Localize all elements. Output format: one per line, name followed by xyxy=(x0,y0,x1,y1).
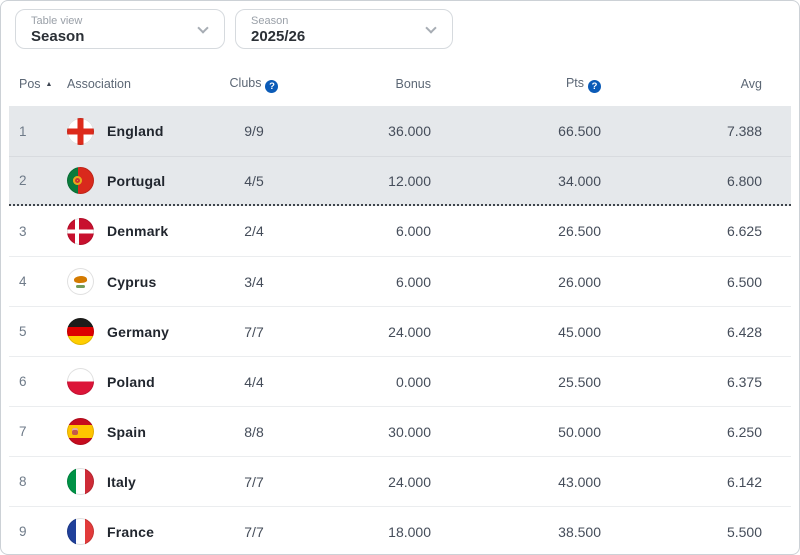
avg-value: 6.625 xyxy=(726,223,762,239)
chevron-down-icon xyxy=(197,22,209,34)
clubs-value: 7/7 xyxy=(244,323,264,340)
association-name: Italy xyxy=(107,473,137,490)
table-header: Pos ▲ Association Clubs? Bonus Pts? Avg xyxy=(9,62,791,106)
bonus-value: 6.000 xyxy=(395,273,431,290)
pts-value: 34.000 xyxy=(558,172,601,189)
clubs-value: 7/7 xyxy=(244,473,264,490)
position-value: 2 xyxy=(19,173,27,188)
filter-bar: Table view Season Season 2025/26 xyxy=(15,9,799,49)
column-header-association[interactable]: Association xyxy=(67,77,131,91)
season-label: Season xyxy=(251,15,289,27)
association-name: Germany xyxy=(107,323,170,340)
pts-help-icon[interactable]: ? xyxy=(588,79,601,93)
position-value: 8 xyxy=(19,474,27,489)
table-view-value: Season xyxy=(31,28,85,45)
italy-flag-icon xyxy=(67,468,94,495)
sort-ascending-icon: ▲ xyxy=(45,80,53,88)
association-name: France xyxy=(107,523,155,540)
bonus-value: 36.000 xyxy=(388,123,431,139)
clubs-value: 4/4 xyxy=(244,373,264,390)
column-header-avg[interactable]: Avg xyxy=(740,77,762,91)
france-flag-icon xyxy=(67,518,94,545)
cyprus-flag-icon xyxy=(67,268,94,295)
bonus-value: 30.000 xyxy=(388,423,431,440)
table-row[interactable]: 4 Cyprus 3/4 6.000 26.000 6.500 xyxy=(9,256,791,306)
table-body: 1 England 9/9 36.000 66.500 7.388 2 Port… xyxy=(9,106,791,554)
pts-value: 45.000 xyxy=(558,323,601,340)
pts-value: 25.500 xyxy=(558,373,601,390)
bonus-value: 6.000 xyxy=(395,223,431,239)
clubs-value: 4/5 xyxy=(244,172,264,189)
table-row[interactable]: 1 England 9/9 36.000 66.500 7.388 xyxy=(9,106,791,156)
pts-value: 38.500 xyxy=(558,523,601,540)
clubs-value: 2/4 xyxy=(244,223,264,239)
column-header-bonus[interactable]: Bonus xyxy=(395,77,431,91)
avg-value: 5.500 xyxy=(726,523,762,540)
table-row[interactable]: 9 France 7/7 18.000 38.500 5.500 xyxy=(9,506,791,554)
association-name: Spain xyxy=(107,423,147,440)
pts-value: 50.000 xyxy=(558,423,601,440)
pts-value: 26.000 xyxy=(558,273,601,290)
clubs-value: 9/9 xyxy=(244,123,264,139)
position-value: 6 xyxy=(19,374,27,389)
clubs-value: 7/7 xyxy=(244,523,264,540)
avg-value: 6.375 xyxy=(726,373,762,390)
table-view-label: Table view xyxy=(31,15,83,27)
association-name: Poland xyxy=(107,373,155,390)
coefficients-table: Pos ▲ Association Clubs? Bonus Pts? Avg … xyxy=(9,62,791,554)
position-value: 9 xyxy=(19,524,27,539)
denmark-flag-icon xyxy=(67,217,94,245)
avg-value: 7.388 xyxy=(726,123,762,139)
spain-flag-icon xyxy=(67,418,94,445)
bonus-value: 24.000 xyxy=(388,323,431,340)
table-row[interactable]: 6 Poland 4/4 0.000 25.500 6.375 xyxy=(9,356,791,406)
pts-value: 66.500 xyxy=(558,123,601,139)
england-flag-icon xyxy=(67,117,94,145)
association-name: Cyprus xyxy=(107,273,157,290)
season-select[interactable]: Season 2025/26 xyxy=(235,9,453,49)
table-row[interactable]: 3 Denmark 2/4 6.000 26.500 6.625 xyxy=(9,206,791,256)
clubs-value: 3/4 xyxy=(244,273,264,290)
association-name: England xyxy=(107,123,164,139)
bonus-value: 0.000 xyxy=(395,373,431,390)
table-row[interactable]: 2 Portugal 4/5 12.000 34.000 6.800 xyxy=(9,156,791,206)
season-value: 2025/26 xyxy=(251,28,306,45)
germany-flag-icon xyxy=(67,318,94,345)
column-header-clubs[interactable]: Clubs? xyxy=(189,76,319,93)
position-value: 1 xyxy=(19,123,27,139)
pts-value: 43.000 xyxy=(558,473,601,490)
position-value: 4 xyxy=(19,274,27,289)
avg-value: 6.142 xyxy=(726,473,762,490)
bonus-value: 18.000 xyxy=(388,523,431,540)
table-row[interactable]: 7 Spain 8/8 30.000 50.000 6.250 xyxy=(9,406,791,456)
pts-value: 26.500 xyxy=(558,223,601,239)
association-name: Portugal xyxy=(107,172,166,189)
bonus-value: 12.000 xyxy=(388,172,431,189)
avg-value: 6.428 xyxy=(726,323,762,340)
clubs-help-icon[interactable]: ? xyxy=(265,79,279,93)
portugal-flag-icon xyxy=(67,167,94,194)
bonus-value: 24.000 xyxy=(388,473,431,490)
position-value: 3 xyxy=(19,223,27,239)
clubs-value: 8/8 xyxy=(244,423,264,440)
chevron-down-icon xyxy=(425,22,437,34)
column-header-pts[interactable]: Pts? xyxy=(439,76,609,93)
avg-value: 6.250 xyxy=(726,423,762,440)
avg-value: 6.500 xyxy=(726,273,762,290)
position-value: 7 xyxy=(19,424,27,439)
association-name: Denmark xyxy=(107,223,169,239)
column-header-pos[interactable]: Pos ▲ xyxy=(19,77,53,91)
table-row[interactable]: 8 Italy 7/7 24.000 43.000 6.142 xyxy=(9,456,791,506)
avg-value: 6.800 xyxy=(726,172,762,189)
table-view-select[interactable]: Table view Season xyxy=(15,9,225,49)
poland-flag-icon xyxy=(67,368,94,395)
position-value: 5 xyxy=(19,324,27,339)
table-row[interactable]: 5 Germany 7/7 24.000 45.000 6.428 xyxy=(9,306,791,356)
